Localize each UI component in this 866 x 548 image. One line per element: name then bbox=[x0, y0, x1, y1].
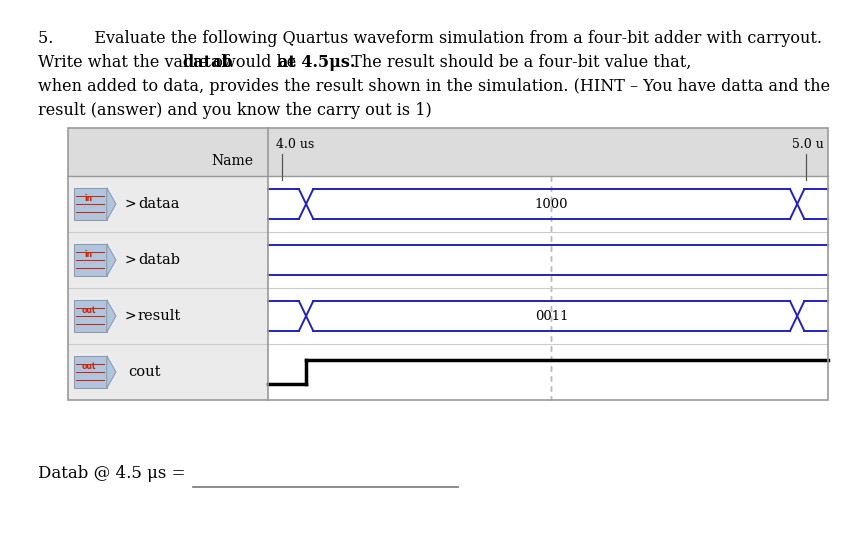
Text: out: out bbox=[81, 362, 96, 370]
Bar bbox=[74, 356, 107, 388]
Text: 4.0 us: 4.0 us bbox=[276, 138, 314, 151]
Text: datab: datab bbox=[138, 253, 180, 267]
Bar bbox=[74, 300, 107, 332]
Text: when added to data, provides the result shown in the simulation. (HINT – You hav: when added to data, provides the result … bbox=[38, 78, 830, 95]
Text: out: out bbox=[81, 306, 96, 315]
Bar bbox=[74, 188, 107, 220]
Text: >: > bbox=[124, 253, 136, 267]
Text: Datab @ 4.5 μs =: Datab @ 4.5 μs = bbox=[38, 465, 191, 482]
Text: in: in bbox=[85, 250, 93, 259]
Bar bbox=[268, 176, 828, 400]
Bar bbox=[68, 128, 828, 400]
Text: in: in bbox=[85, 193, 93, 203]
Text: datab: datab bbox=[183, 54, 233, 71]
Text: result: result bbox=[138, 309, 181, 323]
Bar bbox=[68, 176, 268, 400]
Text: Name: Name bbox=[211, 153, 253, 168]
Polygon shape bbox=[107, 356, 116, 388]
Text: >: > bbox=[124, 197, 136, 211]
Polygon shape bbox=[107, 300, 116, 332]
Bar bbox=[68, 128, 828, 176]
Text: would be: would be bbox=[217, 54, 302, 71]
Bar bbox=[74, 244, 107, 276]
Text: Write what the value of: Write what the value of bbox=[38, 54, 234, 71]
Text: The result should be a four-bit value that,: The result should be a four-bit value th… bbox=[340, 54, 691, 71]
Text: at 4.5μs.: at 4.5μs. bbox=[278, 54, 355, 71]
Polygon shape bbox=[107, 244, 116, 276]
Text: dataa: dataa bbox=[138, 197, 179, 211]
Text: >: > bbox=[124, 309, 136, 323]
Text: 5.0 u: 5.0 u bbox=[792, 138, 824, 151]
Text: cout: cout bbox=[128, 365, 160, 379]
Text: 1000: 1000 bbox=[535, 197, 568, 210]
Polygon shape bbox=[107, 188, 116, 220]
Text: 0011: 0011 bbox=[535, 310, 568, 323]
Text: 5.        Evaluate the following Quartus waveform simulation from a four-bit add: 5. Evaluate the following Quartus wavefo… bbox=[38, 30, 822, 47]
Text: result (answer) and you know the carry out is 1): result (answer) and you know the carry o… bbox=[38, 102, 432, 119]
